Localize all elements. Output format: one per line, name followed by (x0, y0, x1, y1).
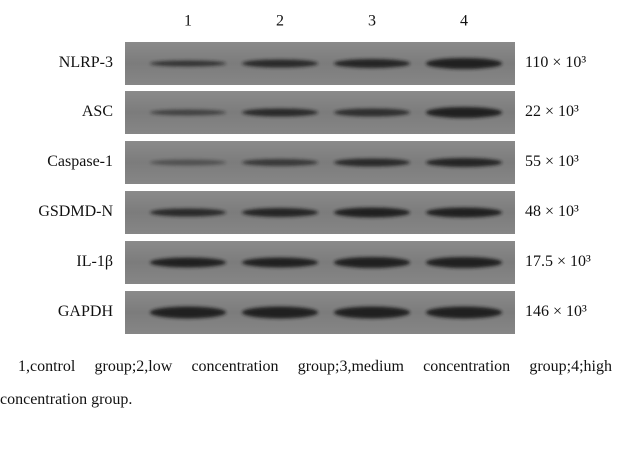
band (334, 159, 410, 167)
band (334, 208, 410, 218)
caption: 1,control group;2,low concentration grou… (0, 350, 612, 416)
lane-label: 4 (460, 13, 468, 30)
lane-label: 1 (184, 13, 192, 30)
page: 1 2 3 4 NLRP-3 110 × 10³ ASC 22 × 10³ Caspase-1 5… (0, 0, 625, 450)
blot-figure: 1 2 3 4 NLRP-3 110 × 10³ ASC 22 × 10³ Caspase-1 5… (0, 0, 625, 350)
band (150, 258, 226, 268)
band (242, 60, 318, 68)
row-label: GSDMD-N (38, 203, 113, 220)
row-label: NLRP-3 (59, 54, 113, 71)
row-label: GAPDH (58, 303, 114, 320)
lane-label: 2 (276, 13, 284, 30)
band (426, 58, 502, 69)
band (150, 307, 226, 319)
band (150, 209, 226, 217)
band (242, 307, 318, 319)
band (334, 257, 410, 268)
lane-label: 3 (368, 13, 376, 30)
band (150, 160, 226, 166)
molecular-weight: 55 × 10³ (525, 153, 579, 170)
row-label: IL-1β (76, 253, 113, 270)
molecular-weight: 17.5 × 10³ (525, 253, 591, 270)
band (334, 109, 410, 117)
molecular-weight: 146 × 10³ (525, 303, 587, 320)
molecular-weight: 110 × 10³ (525, 54, 586, 71)
band (426, 158, 502, 167)
row-label: ASC (82, 103, 113, 120)
molecular-weight: 48 × 10³ (525, 203, 579, 220)
band (426, 307, 502, 319)
band (242, 258, 318, 268)
row-label: Caspase-1 (47, 153, 113, 170)
molecular-weight: 22 × 10³ (525, 103, 579, 120)
band (242, 208, 318, 217)
band (334, 307, 410, 319)
band (426, 107, 502, 118)
band (150, 61, 226, 67)
band (334, 59, 410, 68)
band (150, 110, 226, 116)
band (242, 109, 318, 117)
band (426, 257, 502, 268)
band (426, 208, 502, 218)
band (242, 159, 318, 166)
